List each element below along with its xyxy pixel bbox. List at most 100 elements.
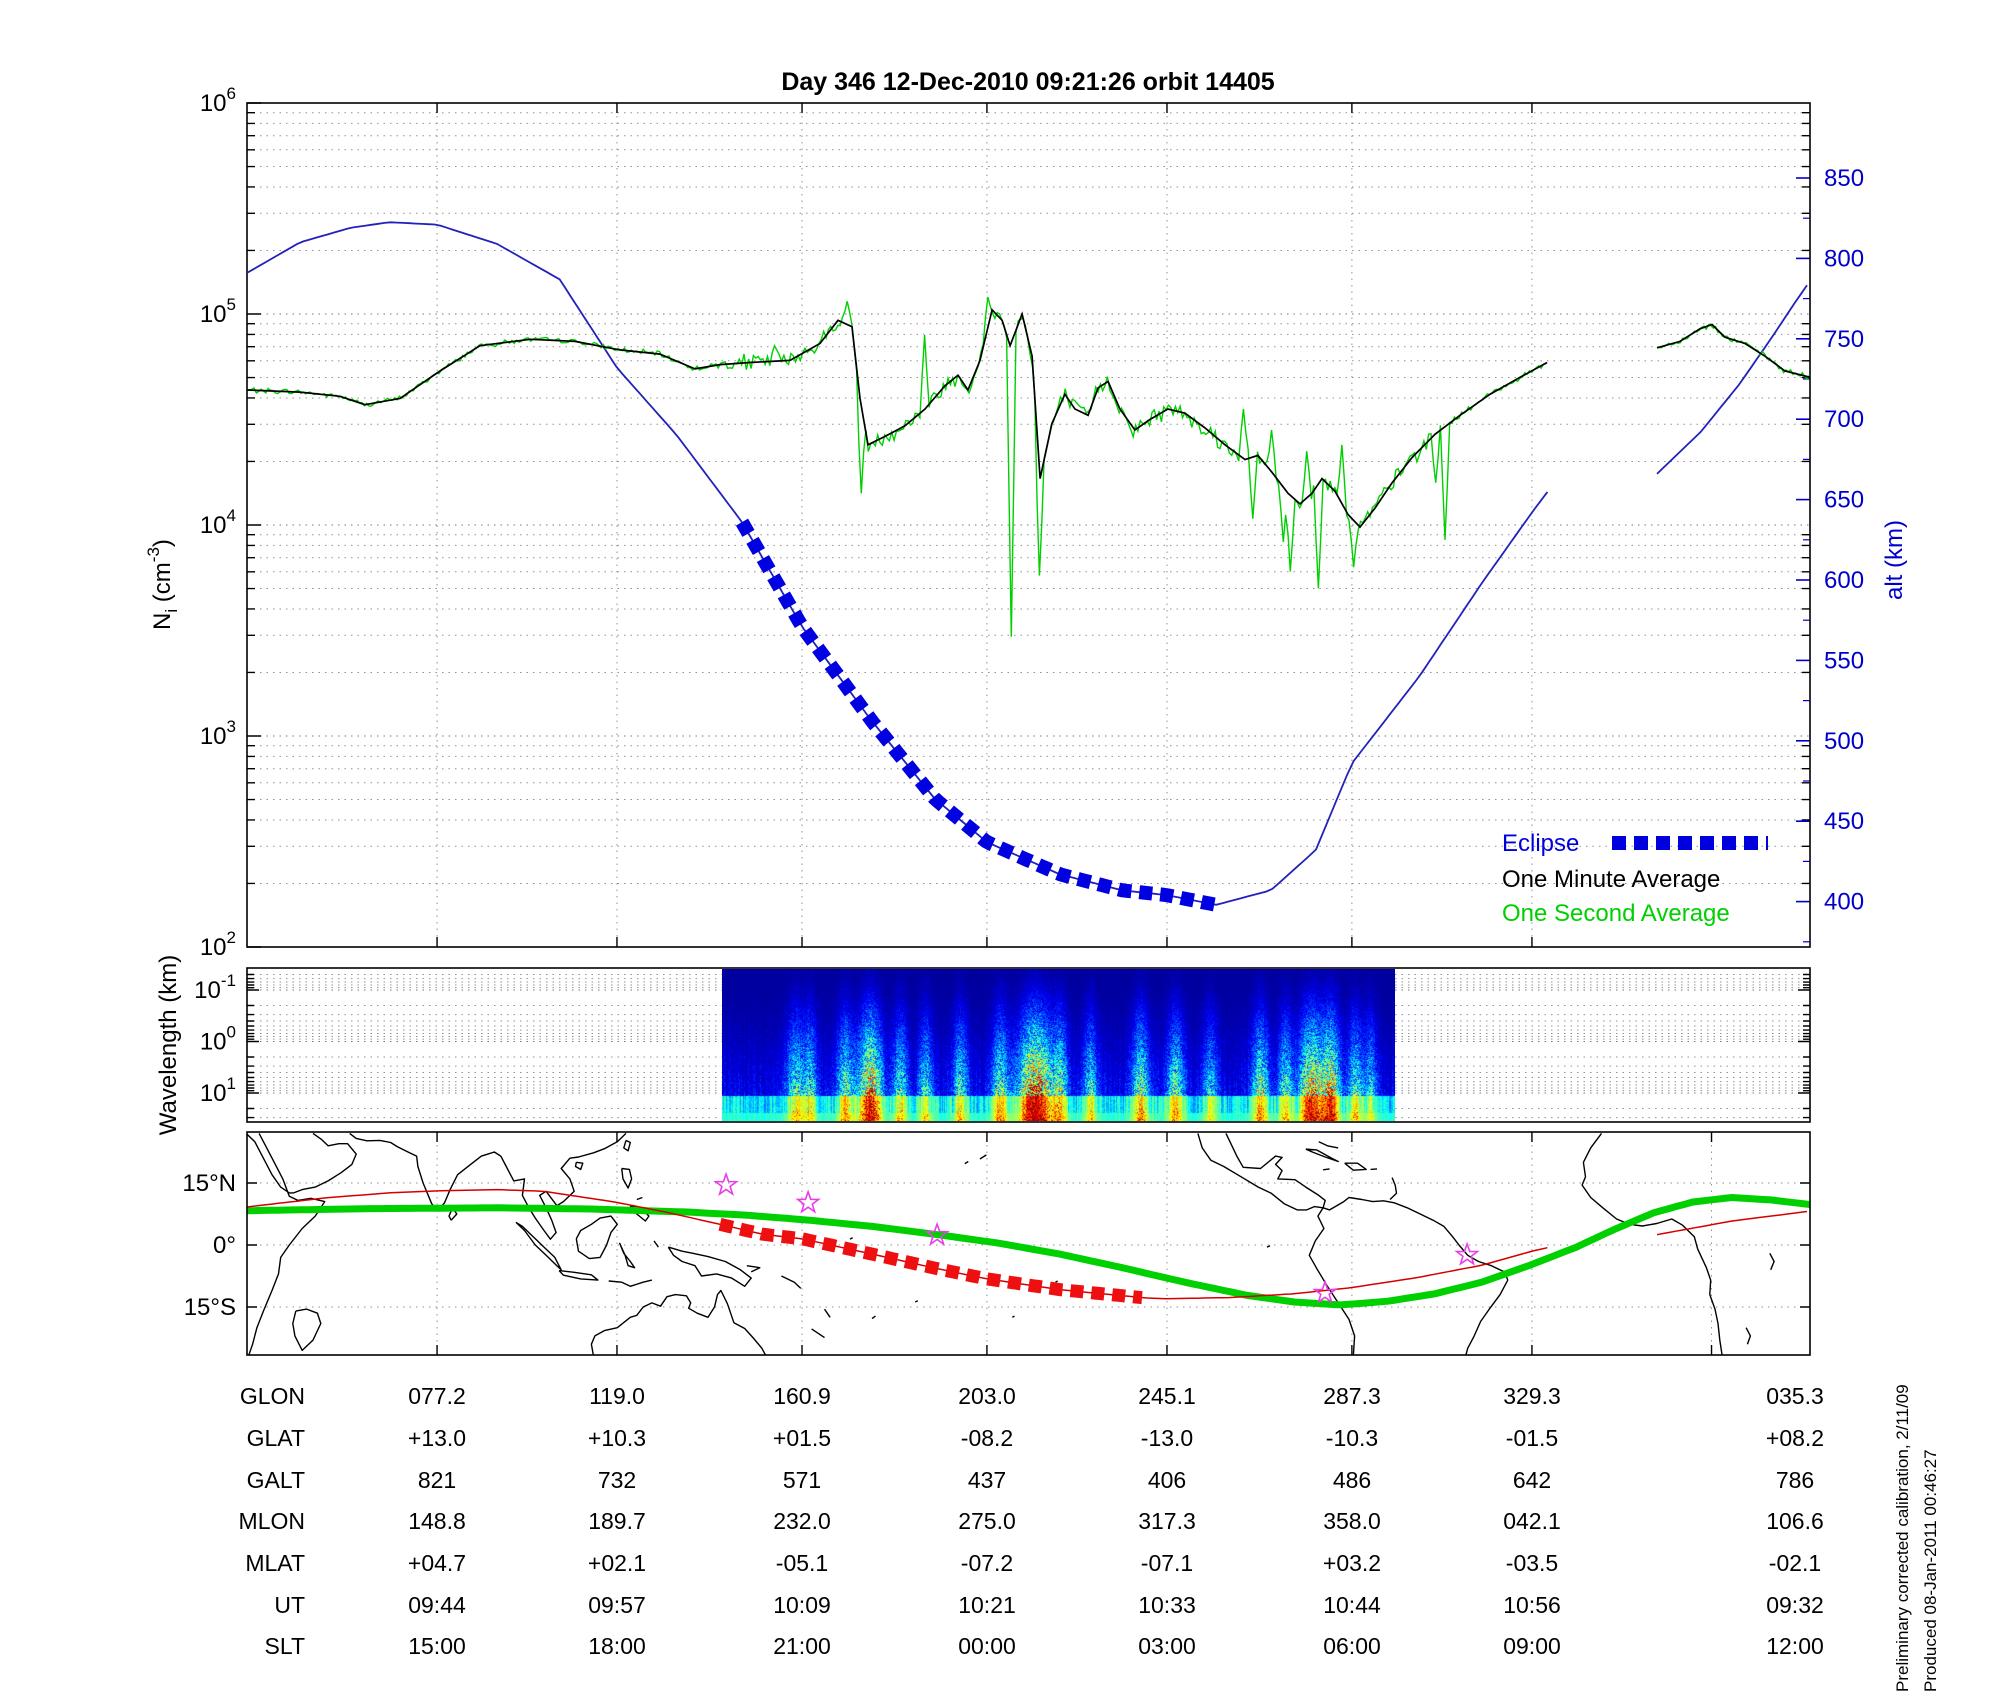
star-marker bbox=[1312, 1279, 1338, 1304]
one-minute-average-line bbox=[247, 308, 1548, 529]
chart-title: Day 346 12-Dec-2010 09:21:26 orbit 14405 bbox=[781, 68, 1274, 96]
alt-tick-label: 700 bbox=[1824, 406, 1864, 433]
map-left-ticks bbox=[247, 1182, 257, 1308]
table-cell-galt-3: 437 bbox=[968, 1467, 1006, 1493]
alt-axis-label: alt (km) bbox=[1881, 520, 1908, 600]
alt-tick-label: 450 bbox=[1824, 808, 1864, 835]
alt-tick-label: 600 bbox=[1824, 567, 1864, 594]
ni-tick-label: 106 bbox=[200, 84, 236, 117]
table-cell-mlat-5: +03.2 bbox=[1323, 1550, 1381, 1576]
density-major-grid bbox=[247, 313, 1810, 737]
wavelength-major-grid-0 bbox=[247, 989, 722, 1094]
density-time-grid bbox=[436, 103, 1533, 947]
table-cell-galt-1: 732 bbox=[598, 1467, 636, 1493]
table-cell-galt-2: 571 bbox=[783, 1467, 821, 1493]
table-cell-glon-3: 203.0 bbox=[958, 1383, 1016, 1409]
ni-axis-label: Ni (cm-3) bbox=[144, 539, 181, 630]
table-cell-mlon-6: 042.1 bbox=[1503, 1508, 1561, 1534]
footer-produced-note: Produced 08-Jan-2011 00:46:27 bbox=[1921, 1449, 1940, 1692]
table-cell-galt-5: 486 bbox=[1333, 1467, 1371, 1493]
star-marker bbox=[1454, 1241, 1480, 1266]
eclipse-dashed-segment bbox=[735, 518, 1222, 912]
density-left-minor-ticks bbox=[247, 111, 255, 885]
table-cell-mlon-0: 148.8 bbox=[408, 1508, 466, 1534]
table-row-label: GLAT bbox=[247, 1425, 305, 1451]
table-cell-slt-1: 18:00 bbox=[588, 1633, 646, 1659]
density-minor-grid bbox=[247, 112, 1810, 884]
density-bottom-ticks bbox=[436, 937, 1533, 947]
table-cell-glat-6: -01.5 bbox=[1506, 1425, 1558, 1451]
table-cell-mlon-5: 358.0 bbox=[1323, 1508, 1381, 1534]
table-cell-ut-3: 10:21 bbox=[958, 1592, 1016, 1618]
ni-tick-label: 105 bbox=[200, 295, 236, 328]
map-right-ticks bbox=[1800, 1182, 1810, 1308]
density-top-ticks bbox=[436, 103, 1533, 113]
table-cell-mlon-2: 232.0 bbox=[773, 1508, 831, 1534]
table-cell-mlat-2: -05.1 bbox=[776, 1550, 828, 1576]
alt-tick-label: 550 bbox=[1824, 647, 1864, 674]
density-right-minor-ticks bbox=[1802, 111, 1810, 885]
table-cell-mlon-3: 275.0 bbox=[958, 1508, 1016, 1534]
wavelength-axis-label: Wavelength (km) bbox=[155, 955, 182, 1136]
wavelength-right-minor-ticks bbox=[1803, 973, 1810, 1119]
table-cell-glon-1: 119.0 bbox=[589, 1383, 645, 1409]
eclipse-ground-track-dashed bbox=[718, 1217, 1143, 1305]
wavelength-left-major-ticks bbox=[247, 989, 259, 1094]
table-cell-glon-4: 245.1 bbox=[1138, 1383, 1196, 1409]
table-cell-slt-0: 15:00 bbox=[408, 1633, 466, 1659]
table-cell-ut-7: 09:32 bbox=[1766, 1592, 1824, 1618]
table-cell-glon-6: 329.3 bbox=[1503, 1383, 1561, 1409]
ni-tick-label: 103 bbox=[200, 717, 236, 750]
wavelength-tick-label: 100 bbox=[200, 1023, 236, 1056]
spectrogram-image bbox=[722, 969, 1395, 1121]
table-cell-glat-2: +01.5 bbox=[773, 1425, 831, 1451]
table-cell-galt-4: 406 bbox=[1148, 1467, 1186, 1493]
table-cell-ut-1: 09:57 bbox=[588, 1592, 646, 1618]
alt-tick-label: 500 bbox=[1824, 728, 1864, 755]
table-cell-mlon-7: 106.6 bbox=[1766, 1508, 1824, 1534]
table-cell-slt-7: 12:00 bbox=[1766, 1633, 1824, 1659]
legend-second-label: One Second Average bbox=[1502, 900, 1730, 927]
star-marker bbox=[713, 1171, 739, 1196]
wavelength-major-grid-1 bbox=[1395, 989, 1810, 1094]
map-lat-tick-label: 15°N bbox=[182, 1170, 236, 1197]
table-cell-mlat-0: +04.7 bbox=[408, 1550, 466, 1576]
table-cell-glon-0: 077.2 bbox=[408, 1383, 466, 1409]
map-lat-tick-label: 15°S bbox=[184, 1294, 236, 1321]
star-marker bbox=[924, 1221, 950, 1246]
wavelength-tick-label: 10-1 bbox=[194, 971, 236, 1004]
table-cell-galt-6: 642 bbox=[1513, 1467, 1551, 1493]
table-row-label: GLON bbox=[240, 1383, 305, 1409]
alt-tick-label: 800 bbox=[1824, 245, 1864, 272]
altitude-line-after-gap bbox=[1656, 284, 1808, 475]
wavelength-right-major-ticks bbox=[1798, 989, 1810, 1094]
density-panel-border bbox=[246, 102, 1811, 948]
table-cell-glat-4: -13.0 bbox=[1141, 1425, 1193, 1451]
table-cell-galt-0: 821 bbox=[418, 1467, 456, 1493]
map-top-ticks bbox=[436, 1132, 1713, 1142]
alt-tick-label: 850 bbox=[1824, 165, 1864, 192]
wavelength-tick-label: 101 bbox=[200, 1074, 236, 1107]
table-cell-glat-7: +08.2 bbox=[1766, 1425, 1824, 1451]
table-cell-ut-5: 10:44 bbox=[1323, 1592, 1381, 1618]
table-cell-glon-5: 287.3 bbox=[1323, 1383, 1381, 1409]
mag-equator-track bbox=[247, 1193, 1810, 1309]
one-second-average-line bbox=[247, 296, 1547, 637]
table-cell-slt-3: 00:00 bbox=[958, 1633, 1016, 1659]
footer-calibration-note: Preliminary corrected calibration, 2/11/… bbox=[1893, 1384, 1912, 1692]
map-lon-grid bbox=[436, 1132, 1712, 1355]
table-cell-mlon-4: 317.3 bbox=[1138, 1508, 1196, 1534]
table-cell-ut-4: 10:33 bbox=[1138, 1592, 1196, 1618]
table-cell-slt-5: 06:00 bbox=[1323, 1633, 1381, 1659]
table-cell-mlat-4: -07.1 bbox=[1141, 1550, 1193, 1576]
table-row-label: MLAT bbox=[245, 1550, 305, 1576]
table-cell-slt-4: 03:00 bbox=[1138, 1633, 1196, 1659]
satellite-ground-track-after-gap bbox=[1656, 1210, 1808, 1236]
alt-tick-label: 650 bbox=[1824, 487, 1864, 514]
table-cell-mlat-6: -03.5 bbox=[1506, 1550, 1558, 1576]
table-cell-mlat-7: -02.1 bbox=[1769, 1550, 1821, 1576]
map-bottom-ticks bbox=[436, 1345, 1713, 1355]
table-cell-glat-5: -10.3 bbox=[1326, 1425, 1378, 1451]
table-cell-mlon-1: 189.7 bbox=[588, 1508, 646, 1534]
